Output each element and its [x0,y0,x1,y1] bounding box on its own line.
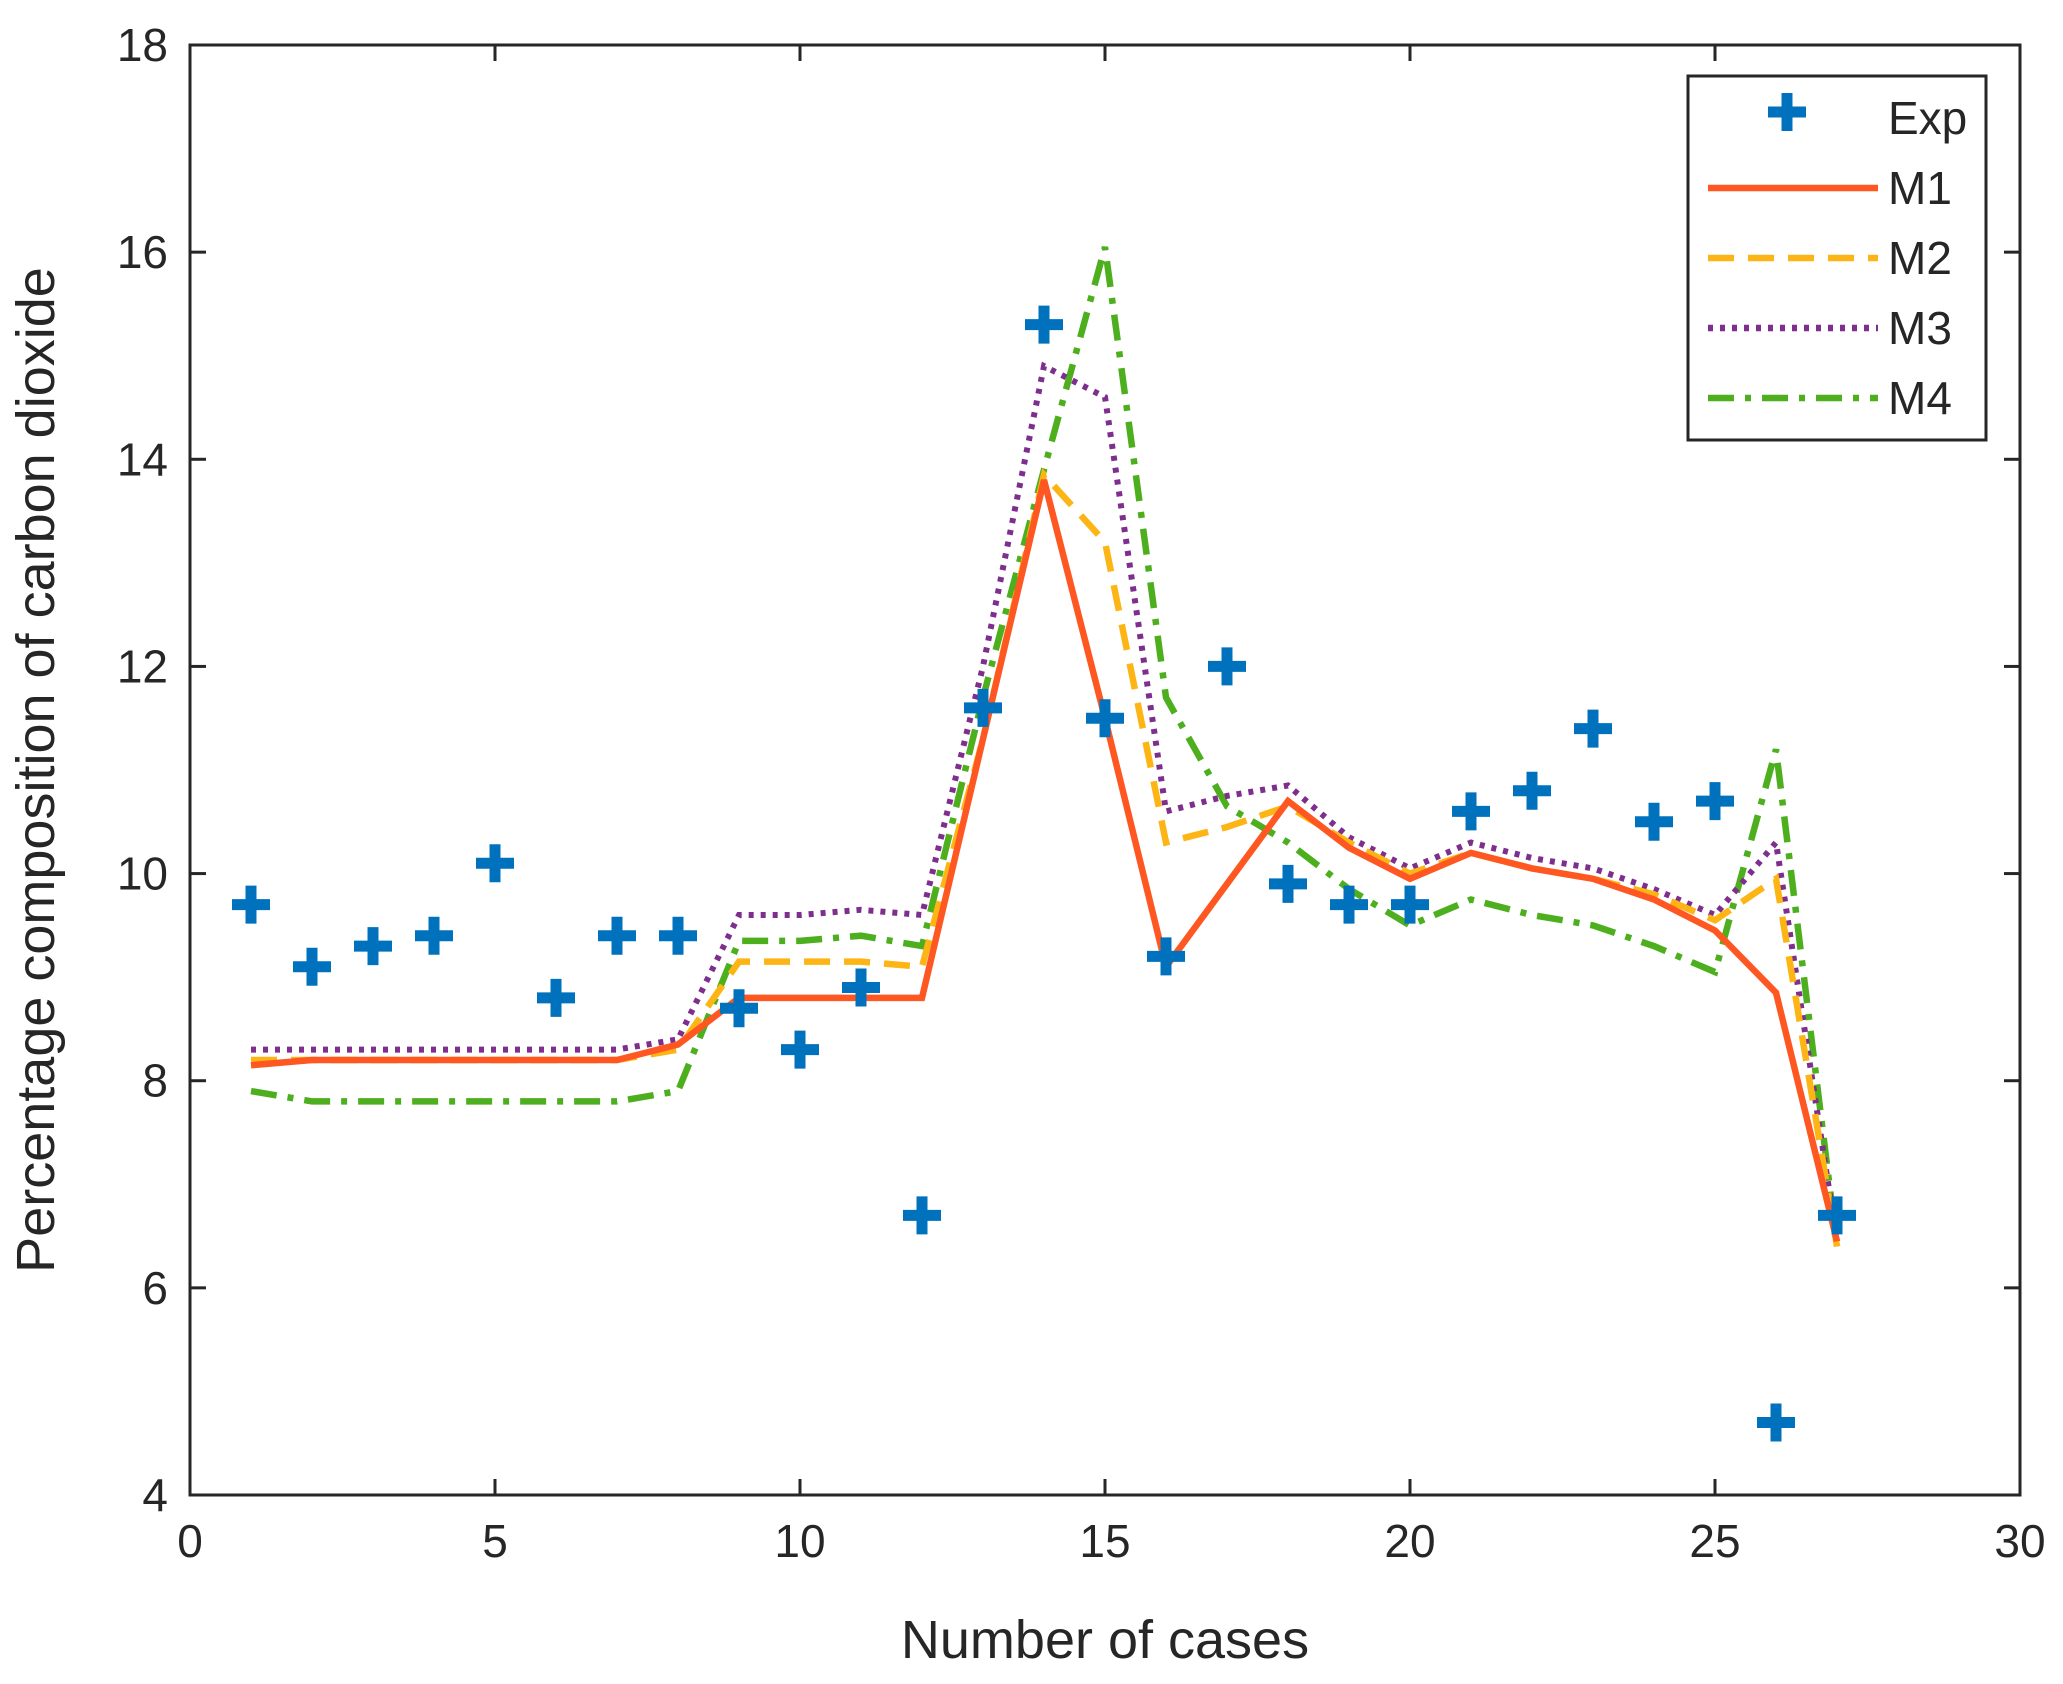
y-tick-label: 4 [142,1469,168,1521]
y-tick-label: 18 [117,19,168,71]
data-point-exp [232,885,270,924]
y-tick-label: 12 [117,640,168,692]
data-point-exp [1086,699,1124,738]
data-point-exp [1025,305,1063,344]
plot-frame [188,43,2022,1497]
legend-label-m2: M2 [1888,232,1952,284]
x-tick-label: 15 [1079,1515,1130,1567]
data-point-exp [1391,885,1429,924]
legend-label-m1: M1 [1888,162,1952,214]
data-point-exp [415,916,453,955]
legend-label-m4: M4 [1888,372,1952,424]
data-point-exp [476,844,514,883]
data-point-exp [1635,802,1673,841]
data-point-exp [1269,864,1307,903]
series-line-m4 [250,246,1841,1247]
legend-marker-exp [1768,93,1806,131]
data-point-exp [720,989,758,1028]
data-point-exp [1452,792,1490,831]
y-tick-label: 14 [117,433,168,485]
y-tick-label: 8 [142,1055,168,1107]
data-point-exp [781,1030,819,1069]
data-point-exp [1818,1196,1856,1235]
series-line-m3 [251,361,1840,1242]
data-point-exp [1330,885,1368,924]
y-axis-label: Percentage composition of carbon dioxide [6,267,66,1273]
legend: Exp M1 M2 M3 M4 [1686,74,1988,442]
x-tick-label: 30 [1994,1515,2045,1567]
y-tick-label: 16 [117,226,168,278]
y-tick-label: 10 [117,848,168,900]
x-tick-label: 5 [482,1515,508,1567]
data-point-exp [537,978,575,1017]
legend-label-m3: M3 [1888,302,1952,354]
x-tick-label: 10 [774,1515,825,1567]
x-tick-label: 0 [177,1515,203,1567]
series-line-m1 [250,479,1841,1243]
x-tick-label: 25 [1689,1515,1740,1567]
x-tick-label: 20 [1384,1515,1435,1567]
data-point-exp [598,916,636,955]
data-point-exp [293,947,331,986]
data-point-exp [1696,782,1734,821]
data-point-exp [1147,937,1185,976]
data-point-exp [1757,1403,1795,1442]
data-point-exp [659,916,697,955]
x-axis-label: Number of cases [901,1610,1309,1670]
data-point-exp [1513,771,1551,810]
legend-label-exp: Exp [1888,92,1967,144]
data-point-exp [903,1196,941,1235]
data-point-exp [1208,647,1246,686]
data-point-exp [354,927,392,966]
data-point-exp [964,688,1002,727]
y-tick-label: 6 [142,1262,168,1314]
data-point-exp [842,968,880,1007]
data-point-exp [1574,709,1612,748]
